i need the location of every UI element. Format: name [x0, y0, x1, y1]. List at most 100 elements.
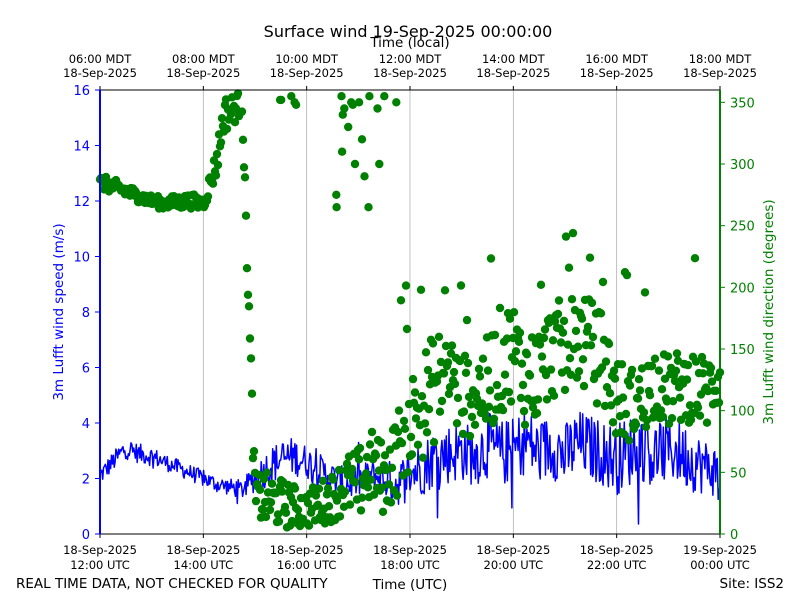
direction-point	[354, 98, 364, 107]
direction-point	[347, 464, 357, 474]
direction-point	[378, 507, 388, 516]
direction-point	[462, 315, 472, 325]
direction-point	[685, 401, 695, 410]
y-tick-label-right: 200	[730, 281, 755, 296]
direction-point	[650, 354, 660, 363]
direction-point	[484, 402, 494, 411]
direction-point	[645, 391, 655, 400]
direction-point	[357, 135, 367, 144]
direction-point	[366, 475, 376, 484]
x-tick-label-time: 16:00 UTC	[277, 558, 337, 572]
direction-point	[511, 347, 521, 356]
direction-point	[429, 438, 439, 447]
direction-point	[304, 521, 314, 530]
direction-point	[447, 341, 457, 350]
direction-point	[574, 367, 584, 376]
direction-point	[360, 172, 369, 181]
direction-point	[230, 118, 240, 127]
direction-point	[587, 298, 597, 308]
x-tick-label-date: 18-Sep-2025	[166, 543, 240, 557]
direction-point	[522, 350, 532, 359]
direction-point	[601, 357, 611, 366]
direction-point	[380, 451, 390, 460]
direction-point	[266, 498, 276, 507]
x-axis-label: Time (UTC)	[372, 577, 448, 593]
direction-point	[238, 135, 248, 144]
direction-point	[588, 332, 598, 342]
direction-point	[535, 340, 545, 349]
direction-point	[702, 418, 712, 427]
direction-point	[455, 356, 465, 366]
direction-point	[515, 328, 525, 337]
direction-point	[350, 159, 360, 169]
direction-point	[506, 397, 516, 406]
direction-point	[241, 211, 251, 220]
direction-point	[244, 302, 254, 311]
direction-point	[548, 336, 558, 345]
direction-point	[541, 370, 551, 380]
direction-point	[440, 286, 450, 295]
direction-point	[459, 407, 469, 416]
direction-point	[553, 309, 563, 319]
direction-point	[519, 406, 529, 416]
x-tick-label-time: 00:00 UTC	[690, 558, 750, 572]
direction-point	[394, 406, 404, 415]
y-tick-label-right: 300	[730, 158, 755, 173]
direction-point	[258, 505, 268, 514]
direction-point	[453, 393, 463, 403]
direction-point	[707, 377, 717, 386]
direction-point	[565, 354, 575, 363]
top-tick-label-date: 18-Sep-2025	[166, 66, 240, 80]
top-axis-label: Time (local)	[369, 35, 449, 51]
direction-point	[345, 500, 355, 509]
direction-point	[281, 508, 291, 517]
top-tick-label-time: 08:00 MDT	[172, 52, 236, 66]
direction-point	[461, 368, 471, 377]
direction-point	[633, 394, 643, 403]
direction-point	[318, 476, 328, 485]
direction-point	[332, 203, 341, 212]
direction-point	[568, 228, 578, 238]
direction-point	[625, 381, 635, 390]
direction-point	[367, 427, 377, 437]
direction-point	[474, 364, 484, 374]
direction-point	[355, 443, 365, 453]
top-tick-label-time: 10:00 MDT	[275, 52, 339, 66]
y-tick-label-right: 150	[730, 343, 755, 358]
x-tick-label-date: 18-Sep-2025	[63, 543, 137, 557]
direction-point	[596, 309, 606, 318]
direction-point	[656, 406, 666, 415]
y-tick-label-left: 16	[73, 84, 90, 99]
direction-point	[406, 432, 416, 442]
direction-point	[505, 314, 515, 323]
direction-point	[537, 352, 547, 361]
direction-point	[376, 438, 386, 447]
direction-point	[208, 179, 218, 188]
direction-point	[311, 491, 321, 500]
direction-point	[563, 340, 573, 349]
direction-point	[354, 455, 364, 464]
direction-point	[371, 451, 381, 460]
direction-point	[233, 89, 243, 98]
direction-point	[549, 391, 559, 400]
direction-point	[291, 100, 301, 110]
x-tick-label-date: 18-Sep-2025	[580, 543, 654, 557]
direction-point	[475, 372, 485, 381]
direction-point	[500, 370, 510, 379]
direction-point	[441, 341, 451, 351]
direction-point	[293, 505, 303, 514]
direction-point	[460, 351, 470, 360]
direction-point	[668, 397, 678, 406]
direction-point	[392, 98, 401, 107]
direction-point	[365, 92, 374, 101]
direction-point	[334, 465, 344, 475]
direction-point	[481, 414, 491, 423]
direction-point	[246, 354, 256, 363]
direction-point	[444, 389, 454, 399]
direction-point	[546, 365, 556, 374]
direction-point	[662, 397, 672, 406]
direction-point	[338, 110, 347, 119]
direction-point	[335, 512, 345, 521]
direction-point	[539, 333, 549, 343]
